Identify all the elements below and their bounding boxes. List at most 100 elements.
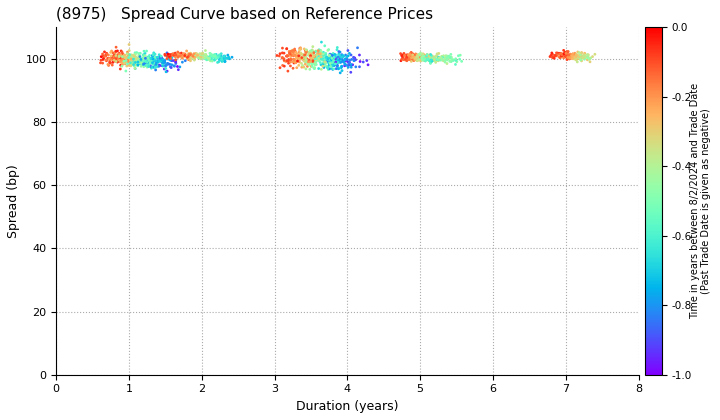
Point <box>325 53 336 60</box>
Point <box>134 53 145 60</box>
Point <box>135 55 147 62</box>
Point <box>192 52 203 58</box>
Point <box>215 52 226 59</box>
Point <box>348 55 360 62</box>
Point <box>307 50 319 57</box>
Point <box>410 55 421 61</box>
Point <box>285 50 297 57</box>
Point <box>143 58 154 65</box>
Point <box>138 52 149 58</box>
Point <box>125 60 136 66</box>
Point <box>334 52 346 58</box>
Point <box>172 49 184 55</box>
Point <box>114 66 126 72</box>
Point <box>562 48 574 55</box>
Point <box>404 50 415 57</box>
Point <box>302 60 314 67</box>
Point <box>336 64 347 71</box>
Point <box>201 54 212 60</box>
Point <box>159 57 171 64</box>
Point <box>185 58 197 64</box>
Point <box>552 51 563 58</box>
Point <box>569 53 580 60</box>
Point <box>128 58 140 64</box>
Point <box>414 57 426 63</box>
Point <box>573 54 585 60</box>
Point <box>191 51 202 58</box>
Point <box>561 51 572 58</box>
Point <box>288 52 300 58</box>
Point <box>423 54 435 60</box>
Point <box>555 50 567 57</box>
Point <box>295 51 307 58</box>
Point <box>106 47 117 54</box>
Point <box>99 53 110 60</box>
Point <box>442 53 454 60</box>
Point <box>284 50 295 57</box>
Point <box>320 62 331 69</box>
Point <box>282 58 294 64</box>
Point <box>141 59 153 66</box>
Point <box>315 66 327 73</box>
Point <box>331 46 343 53</box>
Point <box>219 58 230 65</box>
Text: (8975)   Spread Curve based on Reference Prices: (8975) Spread Curve based on Reference P… <box>56 7 433 22</box>
Point <box>208 53 220 60</box>
Point <box>286 49 297 56</box>
Point <box>131 55 143 62</box>
Point <box>123 54 135 61</box>
Point <box>160 65 171 72</box>
Point <box>416 53 428 60</box>
Point <box>564 52 575 59</box>
Point <box>297 52 309 58</box>
Point <box>97 53 109 60</box>
Point <box>117 58 128 65</box>
Point <box>454 56 465 63</box>
Point <box>104 55 115 62</box>
Point <box>127 56 139 63</box>
Point <box>185 50 197 57</box>
Point <box>410 54 422 61</box>
Point <box>170 52 181 59</box>
Point <box>120 55 132 62</box>
Point <box>300 52 311 59</box>
Point <box>148 57 160 64</box>
Point <box>160 63 171 69</box>
Point <box>327 55 338 62</box>
Point <box>337 52 348 58</box>
Point <box>120 54 132 60</box>
Point <box>567 54 579 61</box>
Point <box>207 58 218 64</box>
Point <box>352 45 364 51</box>
Point <box>342 59 354 66</box>
Point <box>170 52 181 59</box>
Point <box>346 61 357 68</box>
Point <box>330 66 342 72</box>
Point <box>322 64 333 71</box>
Point <box>407 55 418 61</box>
Point <box>341 54 352 60</box>
Point <box>409 55 420 62</box>
Point <box>322 55 333 61</box>
Point <box>447 56 459 63</box>
Point <box>331 54 343 61</box>
Point <box>110 55 122 62</box>
Point <box>405 58 417 65</box>
Point <box>361 57 372 64</box>
Point <box>417 55 428 62</box>
Point <box>341 55 353 62</box>
Point <box>116 56 127 63</box>
Point <box>427 55 438 62</box>
Point <box>130 51 141 58</box>
Point <box>149 51 161 58</box>
Point <box>428 56 440 63</box>
Point <box>560 50 572 57</box>
Point <box>199 55 210 61</box>
Point <box>127 60 138 67</box>
Point <box>328 57 339 64</box>
Point <box>326 65 338 72</box>
Point <box>339 56 351 63</box>
Point <box>428 55 440 62</box>
Point <box>189 52 200 59</box>
Point <box>212 59 223 66</box>
